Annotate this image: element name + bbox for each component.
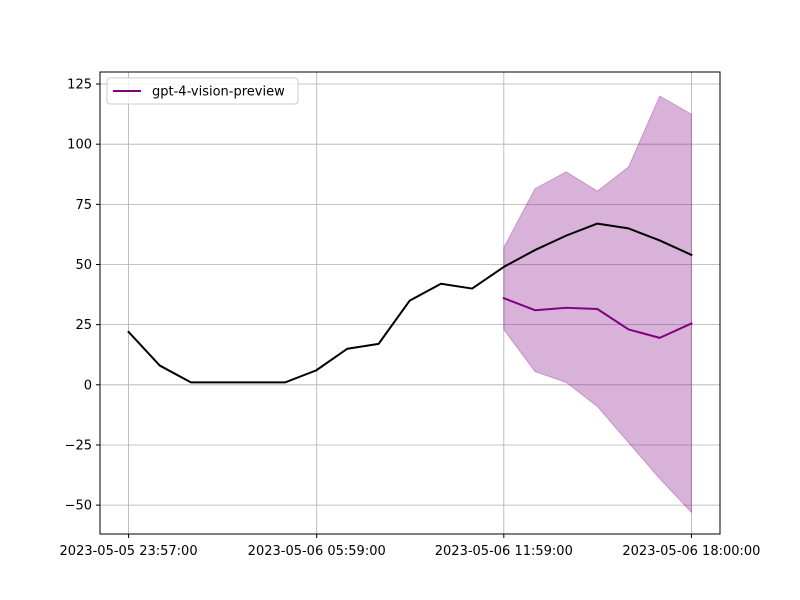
y-tick-label: 125: [67, 78, 92, 93]
series-line-gpt-4-vision-preview: [502, 296, 693, 339]
y-tick-label: 50: [75, 258, 92, 273]
x-tick-label: 2023-05-06 18:00:00: [622, 544, 760, 559]
y-tick-label: 25: [75, 318, 92, 333]
y-tick-label: 0: [84, 378, 92, 393]
series-lines: [127, 222, 693, 384]
x-tick-label: 2023-05-06 11:59:00: [435, 544, 573, 559]
legend: gpt-4-vision-preview: [106, 77, 299, 105]
series-line: [127, 222, 693, 384]
x-axis-ticks: 2023-05-05 23:57:00 2023-05-06 05:59:00 20…: [60, 534, 760, 559]
grid: [100, 72, 720, 534]
y-tick-label: −25: [65, 438, 92, 453]
x-tick-label: 2023-05-06 05:59:00: [248, 544, 386, 559]
axes-frame: [99, 71, 721, 535]
y-tick-label: −50: [65, 499, 92, 514]
y-tick-label: 100: [67, 138, 92, 153]
band-area: [503, 95, 692, 514]
legend-label: gpt-4-vision-preview: [152, 85, 285, 100]
legend-box: [106, 77, 299, 105]
y-tick-label: 75: [75, 198, 92, 213]
y-axis-ticks: 125 100 75 50 25 0 −25 −50: [65, 78, 100, 514]
x-tick-label: 2023-05-05 23:57:00: [60, 544, 198, 559]
confidence-band: [503, 95, 692, 514]
